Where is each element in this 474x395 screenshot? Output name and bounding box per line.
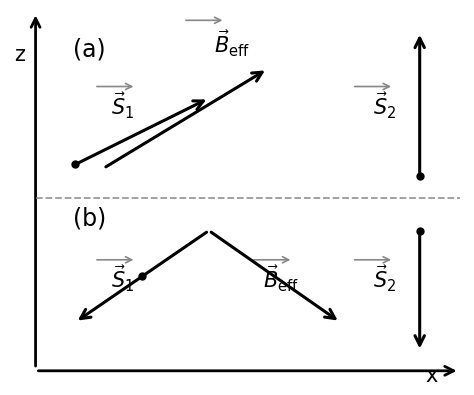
- FancyArrowPatch shape: [415, 233, 424, 345]
- Text: $\vec{B}_{\mathrm{eff}}$: $\vec{B}_{\mathrm{eff}}$: [214, 28, 250, 59]
- Text: $\vec{S}_2$: $\vec{S}_2$: [373, 91, 396, 121]
- FancyArrowPatch shape: [97, 83, 132, 90]
- FancyArrowPatch shape: [81, 232, 207, 319]
- FancyArrowPatch shape: [31, 19, 40, 366]
- FancyArrowPatch shape: [211, 232, 335, 319]
- FancyArrowPatch shape: [38, 366, 454, 375]
- Text: (b): (b): [73, 207, 106, 231]
- Text: (a): (a): [73, 38, 106, 62]
- FancyArrowPatch shape: [254, 257, 289, 263]
- Text: $\vec{S}_2$: $\vec{S}_2$: [373, 264, 396, 295]
- Text: z: z: [15, 45, 26, 65]
- Text: $\vec{S}_1$: $\vec{S}_1$: [110, 91, 134, 121]
- FancyArrowPatch shape: [186, 17, 221, 23]
- FancyArrowPatch shape: [106, 72, 262, 167]
- FancyArrowPatch shape: [97, 257, 132, 263]
- Text: $\vec{S}_1$: $\vec{S}_1$: [110, 264, 134, 295]
- Text: $\vec{B}_{\mathrm{eff}}$: $\vec{B}_{\mathrm{eff}}$: [264, 264, 300, 295]
- FancyArrowPatch shape: [355, 83, 389, 90]
- Text: x: x: [425, 367, 438, 386]
- FancyArrowPatch shape: [415, 38, 424, 173]
- FancyArrowPatch shape: [355, 257, 389, 263]
- FancyArrowPatch shape: [78, 101, 203, 163]
